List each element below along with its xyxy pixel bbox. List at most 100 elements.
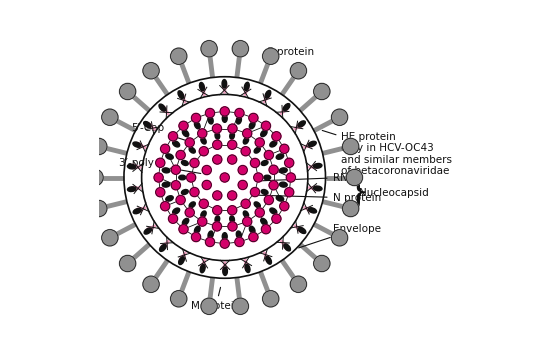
Circle shape bbox=[213, 206, 222, 215]
Ellipse shape bbox=[201, 211, 206, 218]
Ellipse shape bbox=[173, 141, 179, 147]
Ellipse shape bbox=[297, 227, 304, 233]
Circle shape bbox=[255, 138, 264, 147]
Circle shape bbox=[241, 199, 250, 208]
Ellipse shape bbox=[331, 230, 348, 246]
Circle shape bbox=[168, 214, 178, 223]
Ellipse shape bbox=[314, 186, 322, 191]
Ellipse shape bbox=[263, 48, 279, 64]
Circle shape bbox=[241, 147, 250, 156]
Text: Envelope: Envelope bbox=[299, 224, 380, 248]
Ellipse shape bbox=[243, 137, 248, 144]
Ellipse shape bbox=[283, 105, 289, 112]
Ellipse shape bbox=[200, 263, 205, 271]
Circle shape bbox=[238, 165, 247, 175]
Ellipse shape bbox=[230, 216, 235, 223]
Ellipse shape bbox=[179, 255, 185, 263]
Circle shape bbox=[269, 165, 278, 174]
Ellipse shape bbox=[314, 83, 330, 100]
Ellipse shape bbox=[179, 93, 184, 100]
Circle shape bbox=[254, 173, 263, 182]
Circle shape bbox=[171, 165, 181, 174]
Ellipse shape bbox=[171, 48, 187, 64]
Circle shape bbox=[198, 217, 207, 226]
Circle shape bbox=[285, 158, 294, 168]
Ellipse shape bbox=[215, 216, 220, 223]
Ellipse shape bbox=[200, 264, 205, 273]
Ellipse shape bbox=[270, 141, 277, 147]
Ellipse shape bbox=[144, 121, 151, 128]
Ellipse shape bbox=[162, 182, 170, 187]
Text: N protein: N protein bbox=[259, 193, 381, 203]
Ellipse shape bbox=[263, 291, 279, 307]
Ellipse shape bbox=[128, 164, 136, 169]
Ellipse shape bbox=[133, 142, 141, 147]
Circle shape bbox=[205, 108, 215, 118]
Circle shape bbox=[235, 108, 244, 118]
Circle shape bbox=[156, 187, 165, 197]
Text: 3′-poly A: 3′-poly A bbox=[119, 158, 201, 174]
Ellipse shape bbox=[265, 91, 271, 98]
Ellipse shape bbox=[182, 218, 189, 225]
Ellipse shape bbox=[222, 266, 227, 273]
Ellipse shape bbox=[297, 122, 304, 128]
Ellipse shape bbox=[307, 208, 315, 212]
Ellipse shape bbox=[201, 298, 217, 315]
Text: HE protein
only in HCV-OC43
and similar members
of betacoronaviridae: HE protein only in HCV-OC43 and similar … bbox=[322, 130, 453, 176]
Ellipse shape bbox=[144, 228, 152, 234]
Ellipse shape bbox=[222, 80, 227, 88]
Ellipse shape bbox=[119, 83, 136, 100]
Ellipse shape bbox=[290, 62, 306, 79]
Ellipse shape bbox=[276, 154, 284, 159]
Ellipse shape bbox=[250, 226, 255, 234]
Ellipse shape bbox=[222, 115, 227, 122]
Ellipse shape bbox=[245, 84, 249, 92]
Ellipse shape bbox=[314, 164, 322, 168]
Ellipse shape bbox=[182, 160, 188, 165]
Ellipse shape bbox=[179, 175, 186, 180]
Circle shape bbox=[213, 191, 222, 200]
Circle shape bbox=[205, 237, 215, 247]
Ellipse shape bbox=[236, 116, 241, 124]
Circle shape bbox=[249, 113, 258, 122]
Circle shape bbox=[171, 181, 181, 190]
Ellipse shape bbox=[342, 200, 359, 217]
Ellipse shape bbox=[270, 208, 277, 214]
Ellipse shape bbox=[200, 84, 205, 92]
Circle shape bbox=[192, 113, 200, 122]
Circle shape bbox=[190, 187, 199, 197]
Circle shape bbox=[199, 199, 208, 208]
Circle shape bbox=[227, 155, 237, 164]
Circle shape bbox=[213, 140, 222, 149]
Circle shape bbox=[154, 173, 163, 182]
Circle shape bbox=[285, 187, 294, 197]
Text: 5′-Cap: 5′-Cap bbox=[131, 123, 194, 143]
Circle shape bbox=[238, 180, 247, 190]
Ellipse shape bbox=[130, 164, 137, 169]
Ellipse shape bbox=[171, 291, 187, 307]
Ellipse shape bbox=[128, 187, 136, 191]
Circle shape bbox=[228, 222, 237, 231]
Ellipse shape bbox=[130, 186, 137, 191]
Ellipse shape bbox=[265, 92, 270, 100]
Ellipse shape bbox=[230, 132, 235, 139]
Ellipse shape bbox=[189, 147, 195, 153]
Ellipse shape bbox=[173, 208, 179, 214]
Circle shape bbox=[264, 195, 273, 204]
Circle shape bbox=[176, 151, 185, 160]
Ellipse shape bbox=[254, 147, 261, 153]
Ellipse shape bbox=[309, 208, 316, 213]
Circle shape bbox=[179, 121, 188, 130]
Ellipse shape bbox=[279, 168, 287, 173]
Circle shape bbox=[161, 144, 170, 153]
Ellipse shape bbox=[135, 143, 142, 147]
Ellipse shape bbox=[245, 263, 249, 271]
Circle shape bbox=[187, 173, 196, 182]
Ellipse shape bbox=[161, 105, 167, 112]
Ellipse shape bbox=[160, 244, 166, 251]
Circle shape bbox=[202, 165, 211, 175]
Text: }: } bbox=[346, 175, 369, 209]
Circle shape bbox=[243, 129, 252, 138]
Ellipse shape bbox=[135, 208, 142, 213]
Ellipse shape bbox=[346, 169, 363, 186]
